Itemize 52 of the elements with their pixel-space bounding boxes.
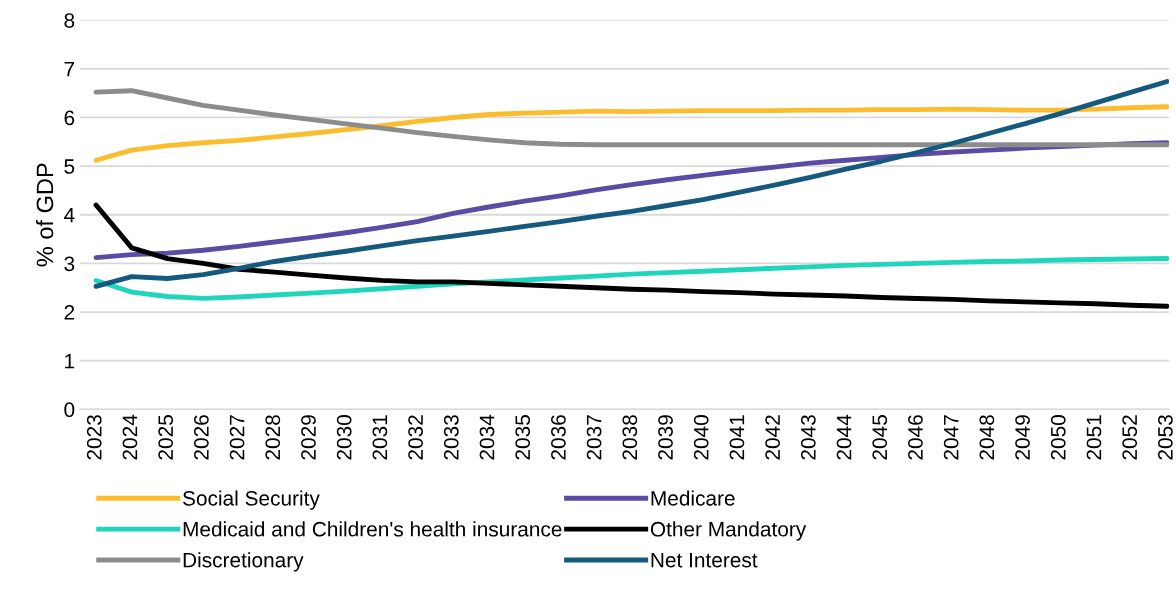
y-tick-label: 2 [64, 305, 75, 320]
x-tick-label: 2047 [943, 415, 959, 460]
x-tick-label: 2043 [800, 415, 816, 460]
x-tick-label: 2029 [301, 415, 316, 460]
x-tick-label: 2031 [372, 415, 388, 460]
legend-label: Discretionary [183, 552, 304, 572]
line-series [93, 79, 1169, 289]
x-tick-label: 2051 [1086, 415, 1102, 460]
y-tick-label: 3 [64, 256, 75, 272]
x-tick-label: 2040 [693, 415, 709, 460]
x-tick-label: 2036 [551, 415, 566, 460]
x-tick-label: 2033 [443, 415, 459, 460]
x-tick-label: 2046 [908, 415, 923, 460]
line-series [93, 104, 1169, 163]
y-tick-label: 8 [64, 13, 75, 28]
x-tick-label: 2049 [1015, 415, 1030, 460]
x-tick-label: 2034 [479, 414, 495, 460]
x-tick-label: 2048 [979, 415, 995, 460]
line-series [93, 88, 1169, 148]
y-tick-label: 5 [64, 159, 75, 174]
x-tick-label: 2035 [515, 415, 531, 460]
x-tick-label: 2027 [229, 415, 245, 460]
line-series [93, 256, 1169, 301]
legend-label: Social Security [183, 490, 320, 510]
x-tick-label: 2038 [622, 415, 638, 460]
x-tick-label: 2050 [1050, 415, 1066, 460]
x-tick-label: 2024 [122, 414, 138, 460]
y-tick-label: 4 [64, 207, 75, 223]
y-tick-label: 1 [65, 353, 75, 369]
x-tick-label: 2041 [729, 415, 745, 460]
y-tick-label: 7 [64, 62, 75, 77]
x-tick-label: 2028 [265, 415, 281, 460]
y-axis-title: % of GDP [35, 163, 54, 267]
x-tick-label: 2032 [408, 415, 423, 460]
x-tick-label: 2042 [765, 415, 781, 460]
legend-label: Net Interest [651, 552, 758, 568]
line-series [93, 202, 1169, 309]
x-tick-label: 2052 [1122, 415, 1138, 460]
y-tick-label: 6 [64, 110, 75, 126]
x-tick-label: 2039 [658, 415, 673, 460]
x-tick-label: 2030 [336, 415, 352, 460]
x-tick-label: 2026 [193, 415, 209, 460]
y-tick-label: 0 [64, 402, 75, 418]
x-tick-label: 2023 [86, 415, 102, 460]
x-tick-label: 2045 [872, 415, 888, 460]
legend-label: Medicaid and Children's health insurance [183, 521, 562, 537]
legend-label: Medicare [651, 490, 735, 506]
legend-label: Other Mandatory [650, 521, 807, 541]
x-tick-label: 2025 [158, 415, 174, 460]
x-tick-label: 2044 [836, 414, 852, 460]
x-tick-label: 2037 [586, 415, 602, 460]
x-tick-label: 2053 [1158, 415, 1173, 460]
